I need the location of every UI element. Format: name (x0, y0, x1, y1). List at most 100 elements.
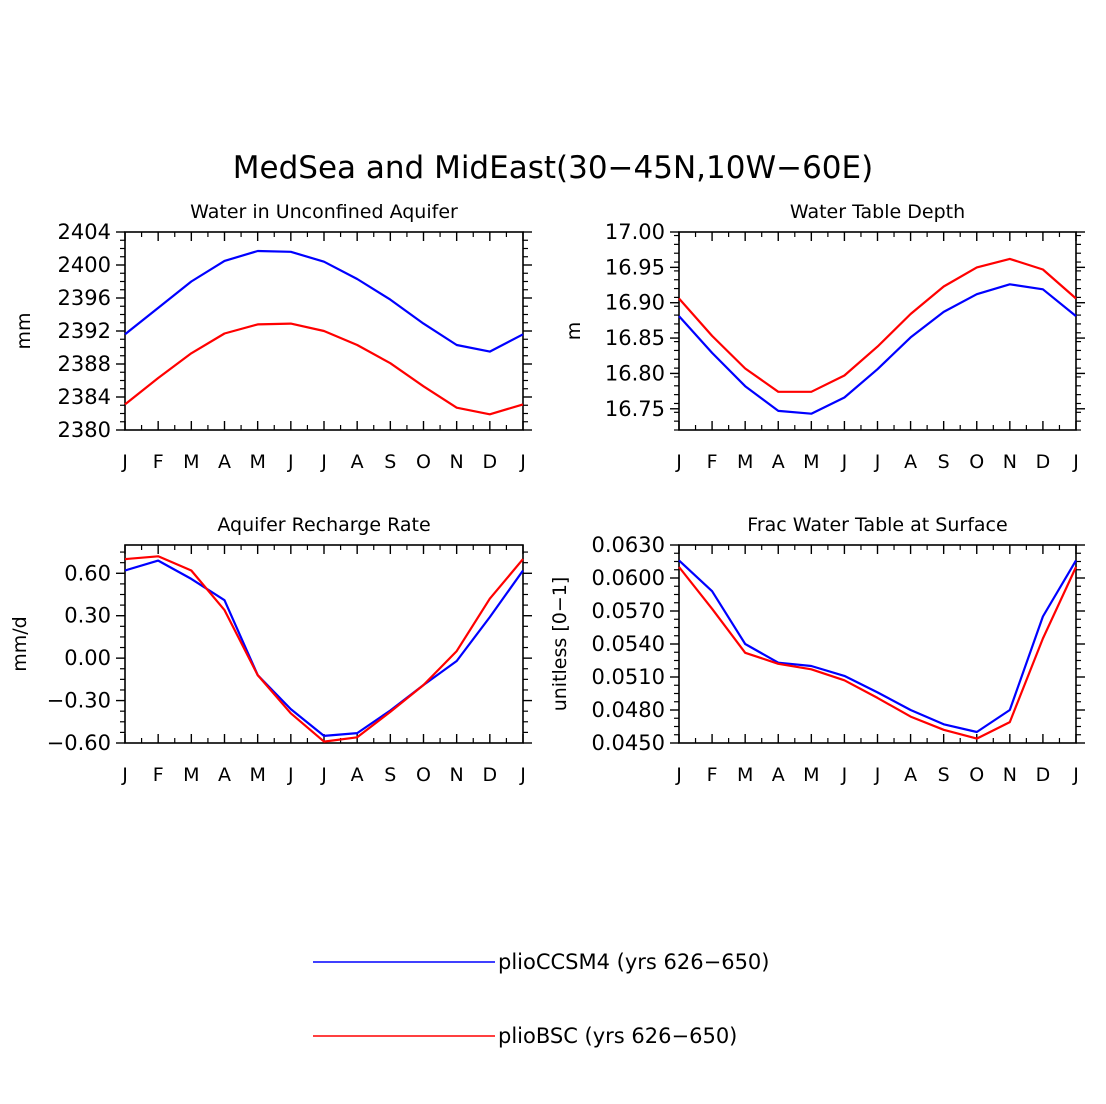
y-tick-label: 2388 (58, 352, 111, 376)
x-tick-label: D (483, 451, 498, 473)
x-tick-label: J (287, 764, 294, 786)
x-tick-label: J (874, 764, 881, 786)
x-tick-label: J (320, 451, 327, 473)
x-tick-label: A (772, 451, 785, 473)
x-tick-label: J (519, 451, 526, 473)
legend-label-bsc: plioBSC (yrs 626−650) (498, 1024, 737, 1048)
x-tick-label: N (450, 451, 464, 473)
x-tick-label: F (153, 451, 164, 473)
x-tick-label: J (841, 451, 848, 473)
x-tick-label: S (384, 764, 396, 786)
y-axis-label: m (563, 322, 585, 341)
x-tick-label: J (1072, 764, 1079, 786)
x-tick-label: J (675, 451, 682, 473)
y-tick-label: 2400 (58, 253, 111, 277)
x-tick-label: D (1036, 451, 1051, 473)
x-tick-label: D (1036, 764, 1051, 786)
x-tick-label: S (938, 451, 950, 473)
y-tick-label: 2392 (58, 319, 111, 343)
x-tick-label: J (121, 764, 128, 786)
x-tick-label: F (707, 764, 718, 786)
x-tick-label: M (249, 764, 265, 786)
x-tick-label: J (121, 451, 128, 473)
y-tick-label: 16.85 (605, 326, 665, 350)
x-tick-label: J (841, 764, 848, 786)
x-tick-label: A (218, 451, 231, 473)
x-tick-label: M (803, 451, 819, 473)
x-tick-label: M (183, 764, 199, 786)
y-axis-label: mm (13, 312, 35, 349)
panel-title: Aquifer Recharge Rate (217, 514, 430, 536)
series-line-plioccsm4 (678, 283, 1077, 415)
y-tick-label: 16.95 (605, 255, 665, 279)
x-tick-label: A (772, 764, 785, 786)
x-tick-label: M (737, 451, 753, 473)
panel-title: Water in Unconfined Aquifer (190, 201, 458, 223)
x-tick-label: N (1003, 451, 1017, 473)
y-tick-label: 0.60 (64, 561, 111, 585)
x-tick-label: O (969, 451, 984, 473)
panel-title: Water Table Depth (790, 201, 965, 223)
x-tick-label: J (320, 764, 327, 786)
legend-label-ccsm4: plioCCSM4 (yrs 626−650) (498, 950, 769, 974)
y-tick-label: −0.30 (47, 689, 111, 713)
series-line-pliobsc (678, 566, 1077, 740)
x-tick-label: O (969, 764, 984, 786)
panel-title: Frac Water Table at Surface (747, 514, 1007, 536)
x-tick-label: F (707, 451, 718, 473)
x-tick-label: M (803, 764, 819, 786)
y-tick-label: 17.00 (605, 220, 665, 244)
series-line-pliobsc (124, 555, 524, 743)
x-tick-label: D (483, 764, 498, 786)
x-tick-label: F (153, 764, 164, 786)
x-tick-label: S (938, 764, 950, 786)
series-line-plioccsm4 (678, 559, 1077, 734)
y-tick-label: 16.90 (605, 291, 665, 315)
x-tick-label: J (519, 764, 526, 786)
x-tick-label: M (183, 451, 199, 473)
x-tick-label: J (874, 451, 881, 473)
panel-4: Frac Water Table at Surface unitless [0−1… (549, 514, 1085, 786)
series-line-plioccsm4 (124, 559, 524, 738)
x-tick-label: A (904, 764, 917, 786)
x-tick-label: J (287, 451, 294, 473)
x-tick-label: O (416, 764, 431, 786)
y-tick-label: 2384 (58, 385, 111, 409)
x-tick-label: A (351, 764, 364, 786)
x-tick-label: M (737, 764, 753, 786)
x-tick-label: S (384, 451, 396, 473)
y-tick-label: −0.60 (47, 731, 111, 755)
legend: plioCCSM4 (yrs 626−650) plioBSC (yrs 626… (313, 950, 769, 1048)
y-tick-label: 0.00 (64, 646, 111, 670)
y-axis-label: mm/d (9, 616, 31, 671)
y-tick-label: 2396 (58, 286, 111, 310)
x-tick-label: A (904, 451, 917, 473)
x-tick-label: M (249, 451, 265, 473)
series-line-pliobsc (678, 257, 1077, 393)
figure-title: MedSea and MidEast(30−45N,10W−60E) (233, 150, 873, 186)
y-tick-label: 0.0630 (592, 533, 665, 557)
x-tick-label: A (351, 451, 364, 473)
series-line-pliobsc (124, 322, 524, 416)
x-tick-label: J (1072, 451, 1079, 473)
y-tick-label: 0.0540 (592, 632, 665, 656)
x-tick-label: O (416, 451, 431, 473)
y-tick-label: 0.0600 (592, 566, 665, 590)
y-tick-label: 0.0570 (592, 599, 665, 623)
x-tick-label: A (218, 764, 231, 786)
y-tick-label: 16.75 (605, 397, 665, 421)
x-tick-label: N (1003, 764, 1017, 786)
y-axis-label: unitless [0−1] (549, 577, 571, 712)
y-tick-label: 16.80 (605, 361, 665, 385)
y-tick-label: 0.0480 (592, 698, 665, 722)
y-tick-label: 0.0510 (592, 665, 665, 689)
series-line-plioccsm4 (124, 249, 524, 353)
y-tick-label: 0.0450 (592, 731, 665, 755)
y-tick-label: 2404 (58, 220, 111, 244)
y-tick-label: 0.30 (64, 604, 111, 628)
y-tick-label: 2380 (58, 418, 111, 442)
x-tick-label: J (675, 764, 682, 786)
